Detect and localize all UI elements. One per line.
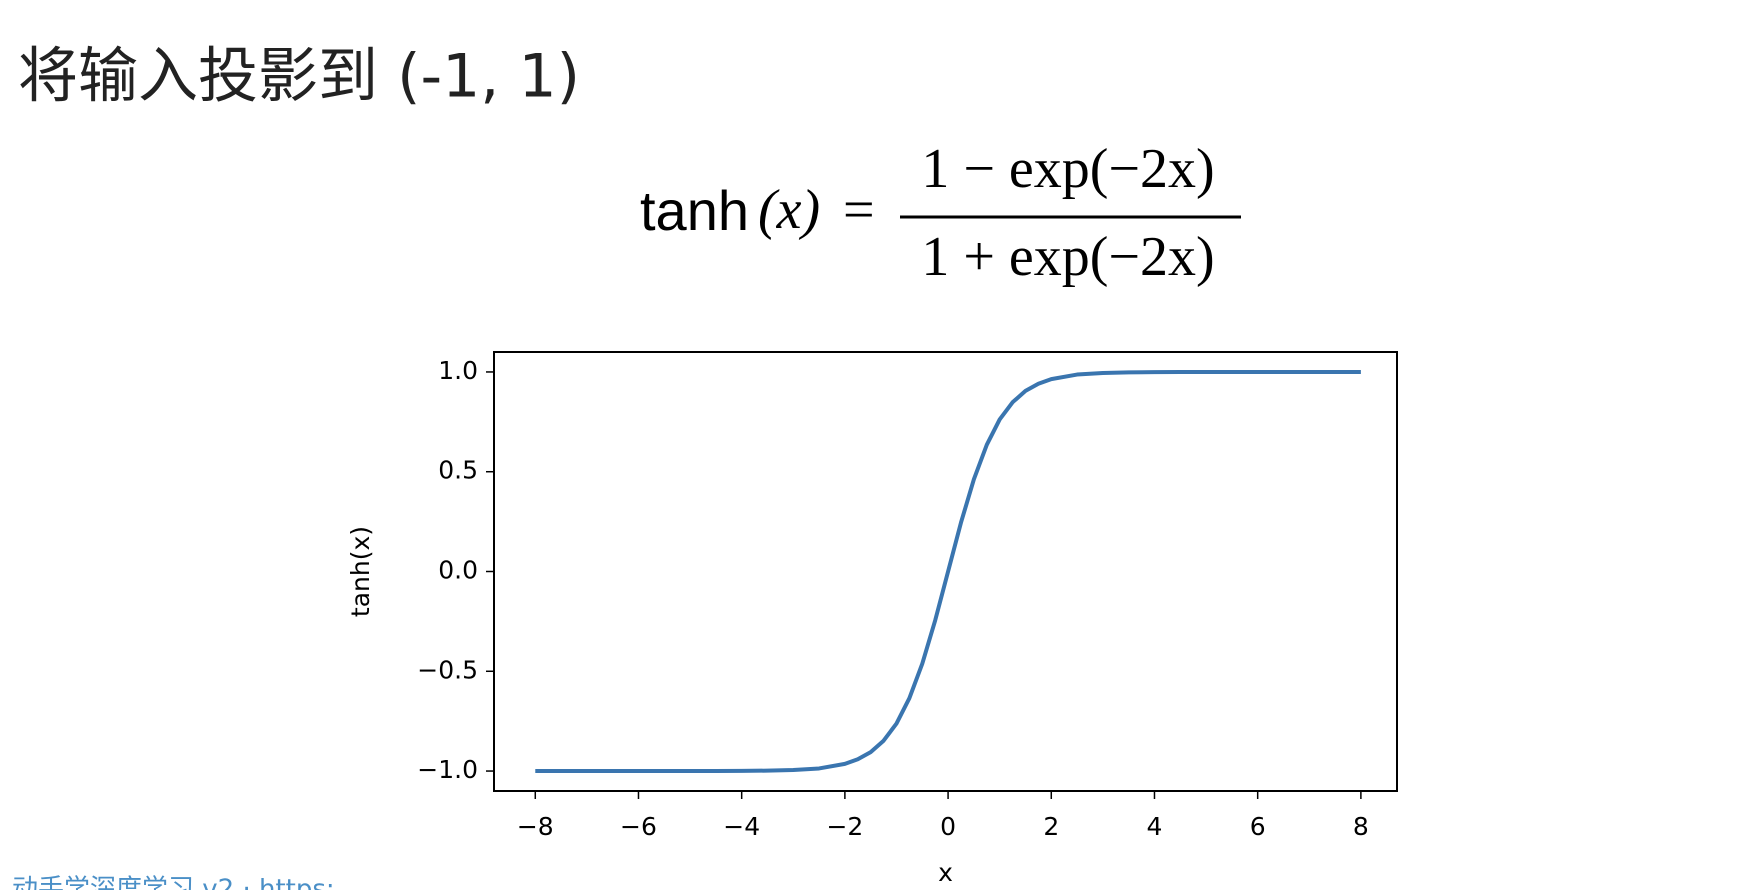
x-tick-label: 6 [1250, 812, 1266, 841]
x-tick-label: −6 [620, 812, 657, 841]
y-tick-label: 1.0 [438, 356, 478, 385]
formula-argument: (x) [758, 179, 820, 241]
x-tick-label: 4 [1147, 812, 1163, 841]
y-tick-label: 0.0 [438, 556, 478, 585]
plot-frame [493, 351, 1398, 792]
y-tick-label: −0.5 [417, 655, 478, 684]
slide-title: 将输入投影到 (-1, 1) [18, 42, 580, 112]
line-series [535, 369, 1361, 774]
footer-link[interactable]: 动手学深度学习 v2 · https: [12, 875, 335, 890]
x-tick-label: 8 [1353, 812, 1369, 841]
y-tick-label: 0.5 [438, 456, 478, 485]
formula: tanh (x) = 1 − exp(−2x) 1 + exp(−2x) [640, 138, 1241, 288]
formula-equals: = [843, 179, 875, 241]
x-tick-label: −4 [723, 812, 760, 841]
x-tick-label: −2 [826, 812, 863, 841]
y-axis-label: tanh(x) [346, 526, 375, 617]
formula-numerator: 1 − exp(−2x) [921, 138, 1214, 200]
chart: −1.0 −0.5 0.0 0.5 1.0 −8 −6 −4 −2 0 2 4 6 8 x tanh(x) [346, 351, 1398, 887]
y-tick-label: −1.0 [417, 755, 478, 784]
x-tick-label: 0 [940, 812, 956, 841]
formula-function: tanh [640, 179, 749, 242]
x-tick-label: −8 [517, 812, 554, 841]
x-axis-label: x [938, 858, 953, 887]
x-tick-label: 2 [1043, 812, 1059, 841]
formula-denominator: 1 + exp(−2x) [921, 226, 1214, 288]
